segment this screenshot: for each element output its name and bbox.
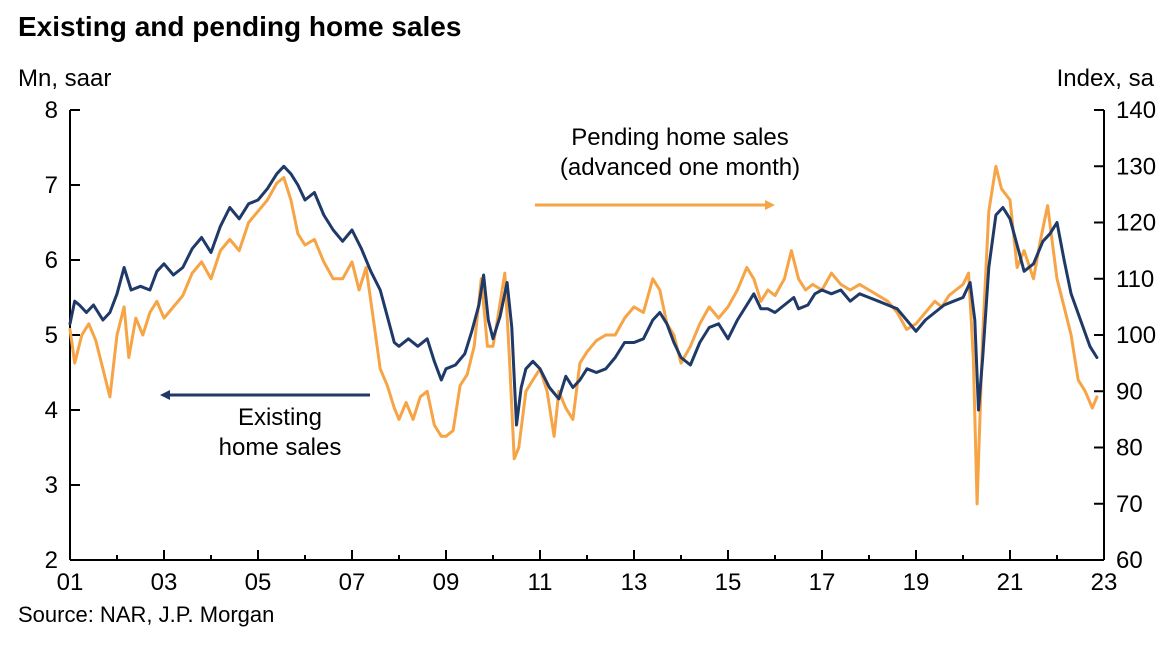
yl-label: 3 <box>45 472 58 499</box>
yr-label: 130 <box>1116 153 1156 180</box>
yr-label: 100 <box>1116 322 1156 349</box>
x-label: 01 <box>57 569 84 596</box>
x-label: 03 <box>151 569 178 596</box>
annot-existing-2: home sales <box>219 434 342 461</box>
yr-label: 90 <box>1116 378 1143 405</box>
annot-existing-1: Existing <box>238 404 322 431</box>
yl-label: 6 <box>45 247 58 274</box>
chart-title: Existing and pending home sales <box>18 11 461 42</box>
x-label: 17 <box>809 569 836 596</box>
yr-label: 60 <box>1116 547 1143 574</box>
x-label: 13 <box>621 569 648 596</box>
chart-container: Existing and pending home sales Mn, saar I… <box>0 0 1172 645</box>
x-label: 09 <box>433 569 460 596</box>
yr-label: 70 <box>1116 491 1143 518</box>
annot-pending-1: Pending home sales <box>571 124 788 151</box>
yr-label: 140 <box>1116 97 1156 124</box>
yr-label: 110 <box>1116 266 1154 293</box>
left-axis-title: Mn, saar <box>18 65 111 92</box>
yl-label: 7 <box>45 172 58 199</box>
x-label: 07 <box>339 569 366 596</box>
yr-label: 120 <box>1116 210 1156 237</box>
yl-label: 5 <box>45 322 58 349</box>
right-axis-title: Index, sa <box>1057 65 1155 92</box>
x-label: 21 <box>997 569 1024 596</box>
yr-label: 80 <box>1116 435 1143 462</box>
x-label: 11 <box>528 569 553 596</box>
source-text: Source: NAR, J.P. Morgan <box>18 602 274 627</box>
x-label: 15 <box>715 569 742 596</box>
x-label: 19 <box>903 569 930 596</box>
x-label: 05 <box>245 569 272 596</box>
chart-svg: Existing and pending home sales Mn, saar I… <box>0 0 1172 645</box>
yl-label: 8 <box>45 97 58 124</box>
yl-label: 4 <box>45 397 58 424</box>
annot-pending-2: (advanced one month) <box>560 154 800 181</box>
x-label: 23 <box>1091 569 1118 596</box>
